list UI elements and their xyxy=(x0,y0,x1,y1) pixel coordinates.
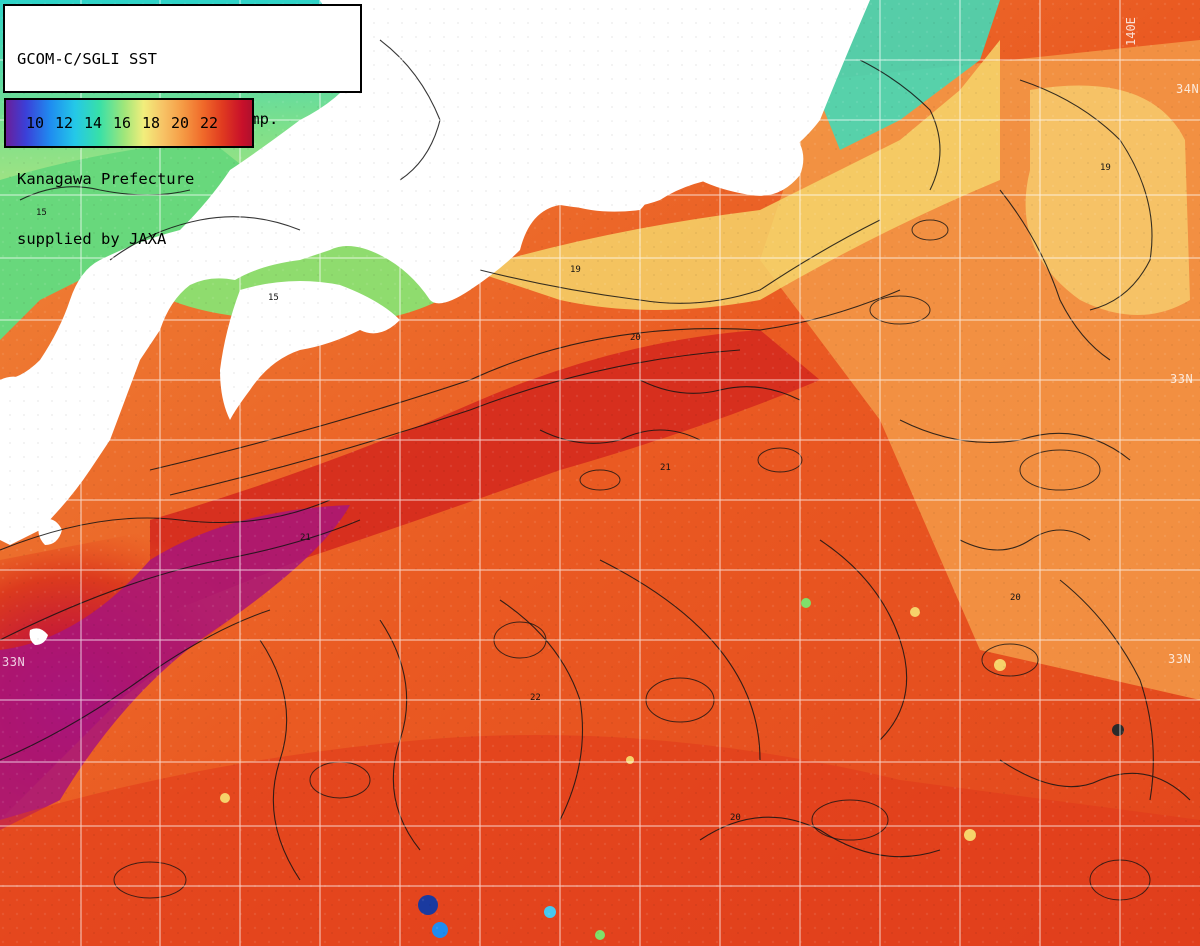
contour-label: 22 xyxy=(530,693,541,703)
title-region: Kanagawa Prefecture xyxy=(17,170,195,188)
color-legend: 10 12 14 16 18 20 22 xyxy=(4,98,254,148)
contour-label: 21 xyxy=(660,463,671,473)
lat-label-33n-far-east: 33N xyxy=(1168,652,1192,666)
contour-label: 19 xyxy=(1100,163,1111,173)
contour-label: 21 xyxy=(300,533,311,543)
contour-label: 19 xyxy=(570,265,581,275)
contour-label: 20 xyxy=(630,333,641,343)
sst-contour-loops xyxy=(113,219,1151,901)
contour-label: 15 xyxy=(36,208,47,218)
contour-label-group: 15 19 20 21 22 20 21 19 20 15 xyxy=(36,163,1111,823)
legend-tick: 10 xyxy=(26,114,45,132)
legend-tick: 14 xyxy=(84,114,103,132)
legend-tick: 18 xyxy=(142,114,161,132)
legend-tick-labels: 10 12 14 16 18 20 22 xyxy=(26,114,229,132)
legend-tick: 12 xyxy=(55,114,74,132)
lon-label-140e: 140E xyxy=(1124,17,1138,46)
legend-color-ramp xyxy=(6,100,252,146)
lon-label-139e: 139E xyxy=(484,17,498,46)
legend-tick: 16 xyxy=(113,114,132,132)
title-box: GCOM-C/SGLI SST ~2025/04/27 (UTC) Week C… xyxy=(3,4,362,248)
title-credit: supplied by JAXA xyxy=(17,230,167,248)
lat-label-34n: 34N xyxy=(1176,82,1200,96)
title-product: GCOM-C/SGLI SST xyxy=(17,50,157,68)
contour-label: 20 xyxy=(730,813,741,823)
lat-label-33n-west: 33N xyxy=(2,655,26,669)
lat-label-33n-east: 33N xyxy=(1170,372,1194,386)
legend-tick: 20 xyxy=(171,114,190,132)
legend-tick: 22 xyxy=(200,114,219,132)
contour-label: 15 xyxy=(268,293,279,303)
sst-contours xyxy=(0,39,1191,881)
contour-label: 20 xyxy=(1010,593,1021,603)
